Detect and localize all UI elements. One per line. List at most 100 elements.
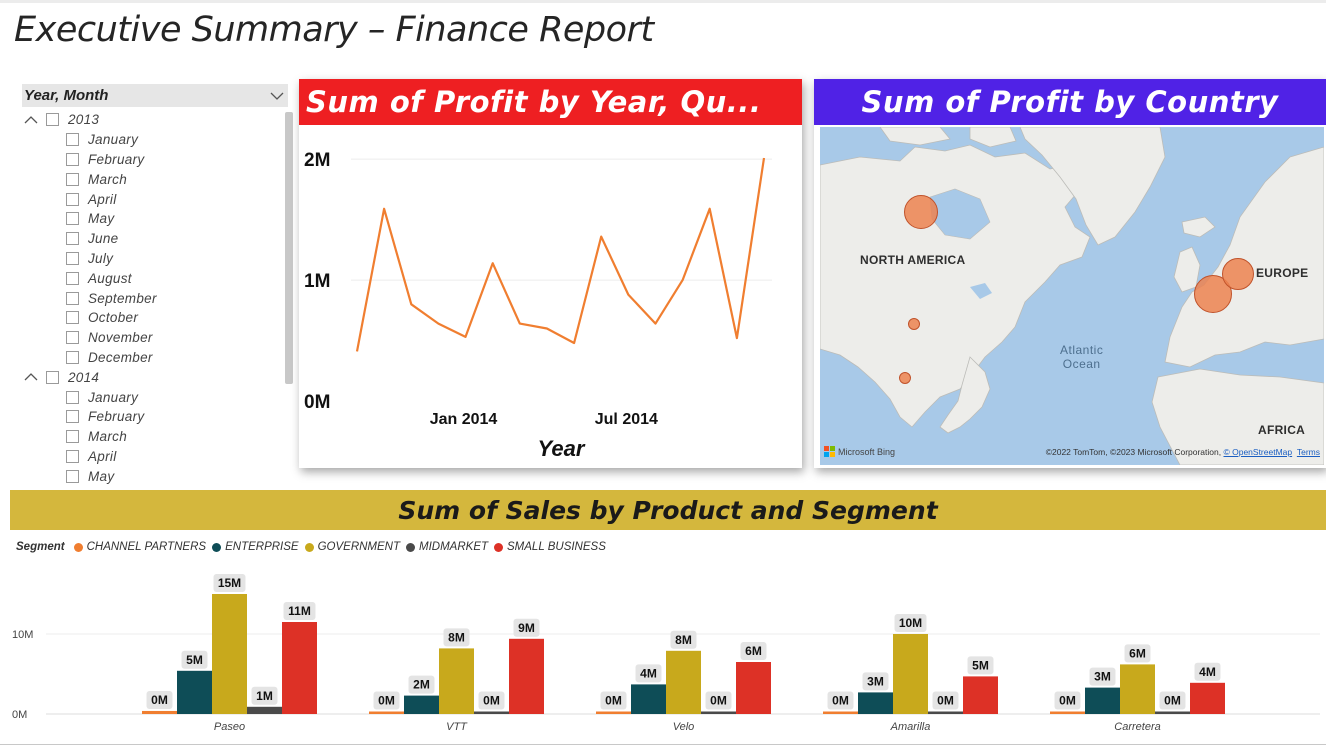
slicer-month-item[interactable]: June [22,229,280,249]
legend-item[interactable]: SMALL BUSINESS [494,541,606,553]
sales-bar[interactable] [1050,711,1085,715]
profit-point[interactable] [544,326,549,331]
slicer-checkbox[interactable] [66,232,79,246]
sales-bar[interactable] [404,695,439,714]
usa-bubble[interactable] [908,318,920,330]
slicer-checkbox[interactable] [66,291,79,305]
slicer-month-item[interactable]: October [22,308,280,328]
sales-bar[interactable] [666,650,701,714]
openstreetmap-link[interactable]: © OpenStreetMap [1223,447,1293,457]
slicer-month-item[interactable]: September [22,288,280,308]
sales-bar[interactable] [247,706,282,714]
profit-point[interactable] [626,292,631,297]
chevron-down-icon[interactable] [270,91,284,101]
profit-point[interactable] [653,321,658,326]
terms-link[interactable]: Terms [1296,447,1320,457]
slicer-year-2014[interactable]: 2014 [22,367,280,387]
slicer-checkbox[interactable] [66,172,79,186]
slicer-checkbox[interactable] [46,113,59,127]
slicer-checkbox[interactable] [66,350,79,364]
profit-map[interactable]: NORTH AMERICA EUROPE AFRICA Atlantic Oce… [820,127,1324,465]
chevron-up-icon[interactable] [23,114,39,126]
slicer-month-item[interactable]: December [22,348,280,368]
profit-point[interactable] [599,234,604,239]
profit-point[interactable] [707,206,712,211]
slicer-checkbox[interactable] [46,370,59,384]
slicer-checkbox[interactable] [66,331,79,345]
sales-bar[interactable] [282,622,317,714]
profit-point[interactable] [572,340,577,345]
slicer-month-item[interactable]: May [22,209,280,229]
profit-series-line[interactable] [355,157,766,352]
sales-bar[interactable] [177,670,212,714]
sales-bar[interactable] [736,662,771,714]
slicer-month-item[interactable]: February [22,150,280,170]
slicer-checkbox[interactable] [66,133,79,147]
sales-bar[interactable] [1155,711,1190,715]
sales-bar[interactable] [963,676,998,714]
sales-bar[interactable] [1085,687,1120,714]
sales-bar[interactable] [439,648,474,714]
slicer-checkbox[interactable] [66,271,79,285]
germany-bubble[interactable] [1222,258,1254,290]
sales-bar[interactable] [631,684,666,714]
sales-bar[interactable] [1190,682,1225,714]
sales-bar[interactable] [858,692,893,714]
sales-bar[interactable] [142,710,177,714]
slicer-month-item[interactable]: January [22,130,280,150]
sales-bar[interactable] [701,711,736,715]
sales-bar[interactable] [893,634,928,714]
slicer-month-item[interactable]: February [22,407,280,427]
slicer-month-item[interactable]: August [22,268,280,288]
profit-point[interactable] [409,302,414,307]
sales-bar-chart[interactable]: 0M 10M 0M 5M 15M 1M 11M Paseo 0M 2M 8M 0M 9M VTT 0M 4M 8… [10,558,1326,742]
profit-point[interactable] [355,349,360,354]
slicer-checkbox[interactable] [66,469,79,483]
mexico-bubble[interactable] [899,372,911,384]
sales-bar[interactable] [509,638,544,714]
profit-point[interactable] [382,206,387,211]
slicer-checkbox[interactable] [66,192,79,206]
profit-point[interactable] [490,261,495,266]
sales-bar[interactable] [1120,664,1155,714]
sales-bar[interactable] [474,711,509,715]
sales-bar[interactable] [928,711,963,715]
slicer-month-item[interactable]: November [22,328,280,348]
profit-point[interactable] [517,321,522,326]
profit-point[interactable] [680,278,685,283]
legend-item[interactable]: CHANNEL PARTNERS [73,541,206,553]
chevron-up-icon[interactable] [23,371,39,383]
slicer-checkbox[interactable] [66,152,79,166]
slicer-month-item[interactable]: January [22,387,280,407]
slicer-month-item[interactable]: March [22,427,280,447]
legend-item[interactable]: GOVERNMENT [304,541,400,553]
profit-point[interactable] [734,336,739,341]
slicer-checkbox[interactable] [66,430,79,444]
slicer-month-item[interactable]: April [22,447,280,467]
slicer-checkbox[interactable] [66,410,79,424]
slicer-scrollbar[interactable] [285,112,293,384]
legend-item[interactable]: MIDMARKET [406,541,488,553]
sales-bar[interactable] [212,594,247,714]
slicer-month-item[interactable]: July [22,249,280,269]
slicer-checkbox[interactable] [66,212,79,226]
sales-bar[interactable] [823,711,858,715]
canada-bubble[interactable] [904,195,938,229]
slicer-header[interactable]: Year, Month [22,84,288,107]
slicer-checkbox[interactable] [66,449,79,463]
slicer-year-2013[interactable]: 2013 [22,110,280,130]
profit-point[interactable] [436,321,441,326]
slicer-month-item[interactable]: May [22,466,280,486]
slicer-checkbox[interactable] [66,311,79,325]
slicer-month-item[interactable]: April [22,189,280,209]
slicer-checkbox[interactable] [66,251,79,265]
profit-line-chart[interactable]: 0M 1M 2M Jan 2014 Jul 2014 Year [299,125,802,468]
year-month-slicer[interactable]: Year, Month 2013 January February March Apri… [22,84,296,486]
profit-point[interactable] [762,155,767,160]
sales-bar[interactable] [369,711,404,715]
slicer-checkbox[interactable] [66,390,79,404]
sales-bar[interactable] [596,711,631,715]
slicer-month-item[interactable]: March [22,169,280,189]
profit-point[interactable] [463,334,468,339]
legend-item[interactable]: ENTERPRISE [212,541,299,553]
